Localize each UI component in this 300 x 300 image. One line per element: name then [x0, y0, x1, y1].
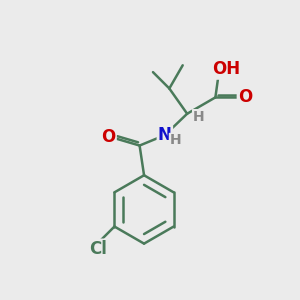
Text: N: N: [158, 126, 172, 144]
Text: O: O: [101, 128, 116, 146]
Text: O: O: [238, 88, 252, 106]
Text: H: H: [193, 110, 204, 124]
Text: H: H: [169, 134, 181, 148]
Text: OH: OH: [213, 61, 241, 79]
Text: Cl: Cl: [89, 240, 107, 258]
